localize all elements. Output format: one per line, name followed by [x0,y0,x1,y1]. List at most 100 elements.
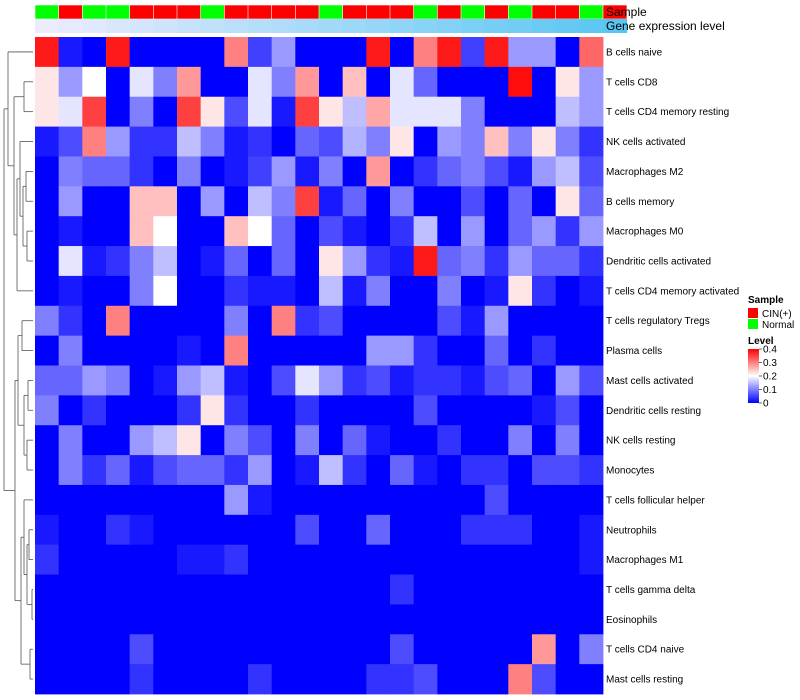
heatmap-cell [413,574,438,605]
heatmap-cell [177,664,202,695]
heatmap-cell [319,395,344,426]
heatmap-cell [248,66,273,98]
heatmap-cell [342,335,367,366]
heatmap-cell [461,484,486,516]
heatmap-cell [129,574,154,605]
heatmap-cell [129,335,154,366]
expr-anno-cell [342,19,367,33]
sample-anno-cell [176,4,202,20]
heatmap-cell [413,425,438,456]
heatmap-cell [532,96,557,127]
heatmap-cell [342,156,367,187]
heatmap-cell [177,455,202,486]
heatmap-cell [413,66,438,98]
heatmap-cell [508,246,533,277]
heatmap-cell [390,544,415,575]
heatmap-cell [555,216,580,247]
heatmap-cell [248,37,273,68]
expr-anno-cell [58,19,83,33]
heatmap-cell [319,664,344,695]
heatmap-cell [129,126,154,157]
row-label: Dendritic cells activated [606,256,711,267]
heatmap-cell [106,335,131,366]
heatmap-cell [508,634,533,665]
heatmap-cell [177,395,202,426]
heatmap-cell [224,484,249,516]
heatmap-cell [532,395,557,426]
heatmap-cell [484,365,509,396]
row-label: NK cells resting [606,436,675,447]
heatmap-cell [82,96,107,127]
heatmap-cell [153,275,178,307]
heatmap-cell [532,186,557,217]
heatmap-cell [555,275,580,307]
heatmap-cell [532,574,557,605]
heatmap-cell [484,634,509,665]
row-labels: B cells naive T cells CD8 T cells CD4 memo… [606,47,739,685]
heatmap-cell [413,395,438,426]
heatmap-cell [129,96,154,127]
heatmap-cell [461,156,486,187]
sample-anno-cell [389,4,415,20]
heatmap-cell [508,544,533,575]
expr-anno-cell [106,19,131,33]
heatmap-cell [461,634,486,665]
heatmap-cell [342,37,367,68]
heatmap-cell [508,425,533,456]
heatmap-cell [342,514,367,546]
heatmap-cell [271,664,296,695]
heatmap-cell [319,186,344,217]
heatmap-cell [484,186,509,217]
heatmap-cell [342,634,367,665]
heatmap-cell [342,664,367,695]
heatmap-cell [58,126,83,157]
heatmap-cell [413,335,438,366]
row-label: Plasma cells [606,346,662,357]
heatmap-cell [271,186,296,217]
heatmap-cell [200,126,225,157]
heatmap-cell [342,96,367,127]
expr-anno-cell [508,19,533,33]
heatmap-cell [366,514,391,546]
heatmap-cell [224,335,249,366]
sample-anno-cell [318,4,344,20]
heatmap-cell [35,544,60,575]
heatmap-cell [295,126,320,157]
heatmap-cell [200,514,225,546]
heatmap-cell [413,514,438,546]
heatmap-cell [224,634,249,665]
heatmap-cell [82,216,107,247]
heatmap-cell [153,305,178,337]
row-label: Monocytes [606,466,654,477]
expr-anno-cell [437,19,462,33]
heatmap-cell [35,186,60,217]
heatmap-cell [35,216,60,247]
sample-anno-cell [129,4,154,20]
heatmap-cell [58,634,83,665]
heatmap-cell [579,365,604,396]
heatmap-cell [82,305,107,337]
heatmap-cell [555,305,580,337]
heatmap-cell [271,425,296,456]
heatmap-cell [390,186,415,217]
heatmap-cell [82,156,107,187]
heatmap-cell [35,156,60,187]
heatmap-cell [35,604,60,635]
heatmap-cell [366,455,391,486]
heatmap-cell [271,544,296,575]
heatmap-cell [82,186,107,217]
heatmap-cell [532,335,557,366]
expr-anno-cell [461,19,486,33]
heatmap-cell [248,544,273,575]
heatmap-cell [224,395,249,426]
heatmap-cell [319,156,344,187]
heatmap-cell [177,365,202,396]
heatmap-cell [106,246,131,277]
heatmap-cells [35,37,604,695]
heatmap-cell [508,604,533,635]
heatmap-cell [532,634,557,665]
heatmap-cell [106,484,131,516]
heatmap-cell [413,126,438,157]
heatmap-cell [342,395,367,426]
